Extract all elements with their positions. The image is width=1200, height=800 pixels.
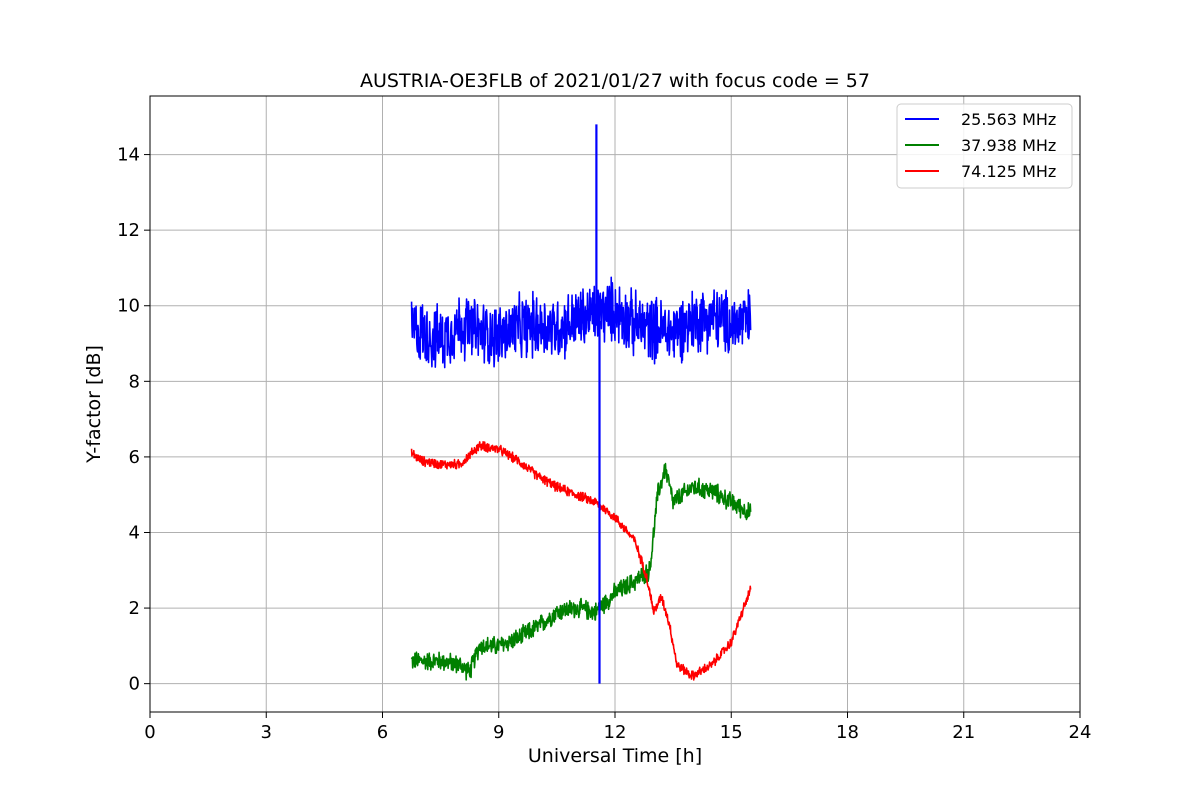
x-axis-label: Universal Time [h] xyxy=(528,745,702,767)
y-axis-label: Y-factor [dB] xyxy=(83,345,105,464)
series-line-2 xyxy=(410,441,752,681)
y-tick-label: 4 xyxy=(129,522,140,543)
series-line-0 xyxy=(410,276,752,369)
chart-title: AUSTRIA-OE3FLB of 2021/01/27 with focus … xyxy=(360,70,870,92)
x-tick-label: 3 xyxy=(261,722,272,743)
x-tick-label: 21 xyxy=(952,722,975,743)
y-tick-label: 6 xyxy=(129,447,140,468)
x-tick-label: 12 xyxy=(604,722,627,743)
legend: 25.563 MHz 37.938 MHz 74.125 MHz xyxy=(896,103,1073,189)
y-tick-label: 8 xyxy=(129,371,140,392)
x-tick-label: 24 xyxy=(1069,722,1092,743)
legend-label: 37.938 MHz xyxy=(961,136,1056,155)
series-line-1 xyxy=(410,462,752,681)
x-tick-label: 18 xyxy=(836,722,859,743)
y-tick-label: 10 xyxy=(117,296,140,317)
legend-box xyxy=(896,103,1073,189)
y-tick-label: 0 xyxy=(129,674,140,695)
legend-label: 25.563 MHz xyxy=(961,110,1056,129)
x-tick-label: 15 xyxy=(720,722,743,743)
plot-series xyxy=(410,124,752,684)
legend-label: 74.125 MHz xyxy=(961,162,1056,181)
x-tick-label: 9 xyxy=(493,722,504,743)
x-tick-label: 0 xyxy=(144,722,155,743)
y-tick-label: 14 xyxy=(117,145,140,166)
x-tick-label: 6 xyxy=(377,722,388,743)
y-tick-label: 12 xyxy=(117,220,140,241)
y-tick-label: 2 xyxy=(129,598,140,619)
